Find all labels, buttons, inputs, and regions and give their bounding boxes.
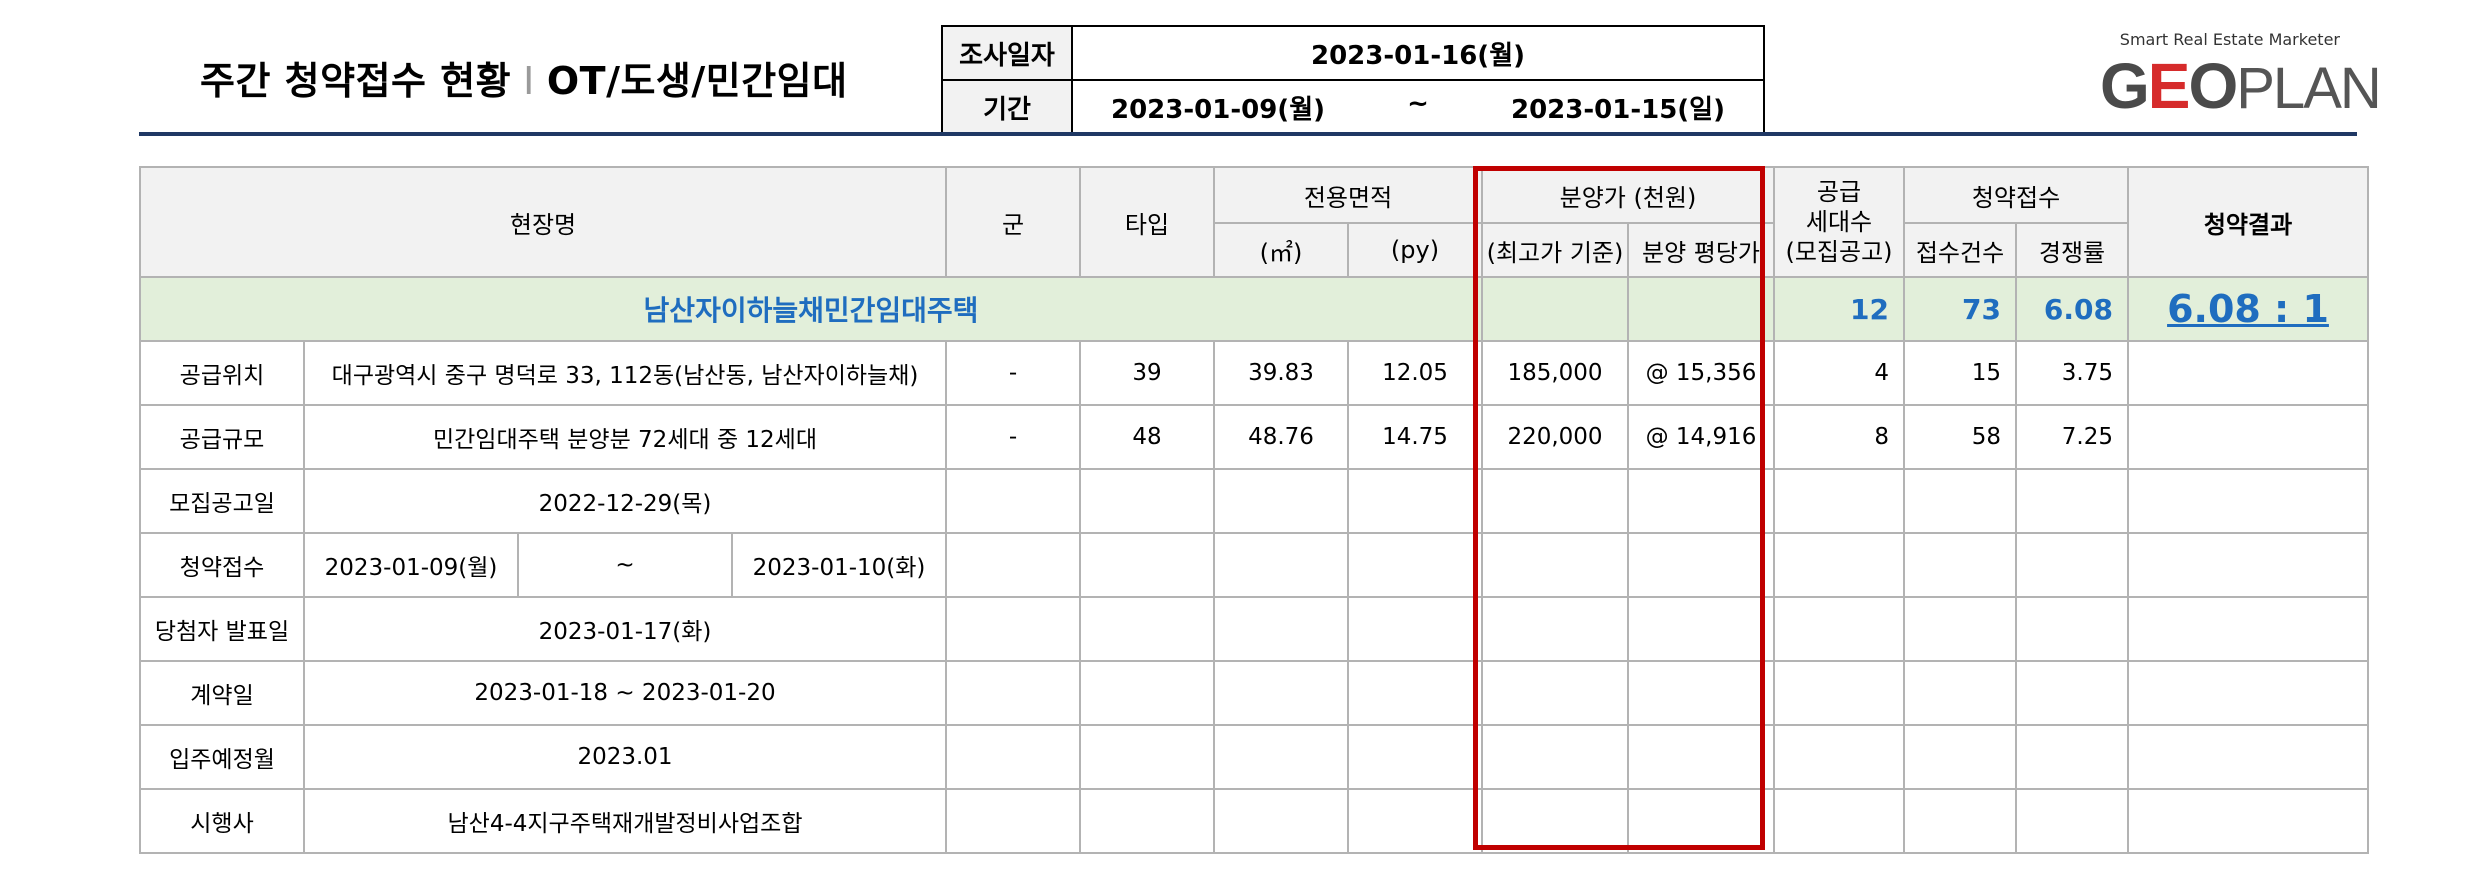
title-separator: I — [523, 59, 535, 103]
title-divider — [139, 132, 2357, 136]
unit-group: - — [945, 404, 1081, 470]
row-label: 공급위치 — [139, 340, 305, 406]
unit-competition: 3.75 — [2015, 340, 2129, 406]
row-label: 입주예정월 — [139, 724, 305, 790]
col-price-max: (최고가 기준) — [1481, 222, 1629, 278]
result-ratio: 6.08 : 1 — [2127, 276, 2369, 342]
table-row: 시행사 남산4-4지구주택재개발정비사업조합 — [139, 788, 2369, 854]
page-title: 주간 청약접수 현황 I OT/도생/민간임대 — [200, 50, 848, 105]
total-competition: 6.08 — [2015, 276, 2129, 342]
period-start: 2023-01-09(월) — [1111, 94, 1325, 125]
period-tilde: ~ — [1407, 88, 1429, 119]
header-row-1: 현장명 군 타입 전용면적 분양가 (천원) 공급 세대수 (모집공고) 청약접… — [139, 166, 2369, 278]
application-start: 2023-01-09(월) — [303, 532, 519, 598]
project-name-row: 남산자이하늘채민간임대주택 12 73 6.08 6.08 : 1 — [139, 276, 2369, 342]
table-row: 공급규모 민간임대주택 분양분 72세대 중 12세대 - 48 48.76 1… — [139, 404, 2369, 470]
title-main: 주간 청약접수 현황 — [200, 59, 512, 103]
col-area: 전용면적 — [1213, 166, 1483, 224]
table-row: 공급위치 대구광역시 중구 명덕로 33, 112동(남산동, 남산자이하늘채)… — [139, 340, 2369, 406]
table-row: 모집공고일 2022-12-29(목) — [139, 468, 2369, 534]
unit-pyeong-price: @ 15,356 — [1627, 340, 1775, 406]
row-label: 시행사 — [139, 788, 305, 854]
col-type: 타입 — [1079, 166, 1215, 278]
survey-date-value: 2023-01-16(월) — [1071, 25, 1765, 81]
survey-date-label: 조사일자 — [941, 25, 1073, 81]
period-value: 2023-01-09(월) ~ 2023-01-15(일) — [1071, 79, 1765, 135]
contract-date: 2023-01-18 ~ 2023-01-20 — [303, 660, 947, 726]
unit-applications: 15 — [1903, 340, 2017, 406]
unit-applications: 58 — [1903, 404, 2017, 470]
supply-location: 대구광역시 중구 명덕로 33, 112동(남산동, 남산자이하늘채) — [303, 340, 947, 406]
total-applications: 73 — [1903, 276, 2017, 342]
unit-area-m2: 48.76 — [1213, 404, 1349, 470]
unit-supply: 8 — [1773, 404, 1905, 470]
brand-wordmark: GEOPLAN — [2100, 50, 2382, 122]
row-label: 청약접수 — [139, 532, 305, 598]
col-area-py: (py) — [1347, 222, 1483, 278]
col-app-count: 접수건수 — [1903, 222, 2017, 278]
col-price: 분양가 (천원) — [1481, 166, 1775, 224]
total-supply: 12 — [1773, 276, 1905, 342]
period-end: 2023-01-15(일) — [1510, 94, 1725, 125]
unit-supply: 4 — [1773, 340, 1905, 406]
row-label: 당첨자 발표일 — [139, 596, 305, 662]
geoplan-logo: Smart Real Estate Marketer GEOPLAN — [2100, 30, 2382, 122]
period-label: 기간 — [941, 79, 1073, 135]
unit-area-m2: 39.83 — [1213, 340, 1349, 406]
unit-price: 185,000 — [1481, 340, 1629, 406]
col-competition: 경쟁률 — [2015, 222, 2129, 278]
winner-date: 2023-01-17(화) — [303, 596, 947, 662]
application-tilde: ~ — [517, 532, 733, 598]
unit-price: 220,000 — [1481, 404, 1629, 470]
unit-type: 48 — [1079, 404, 1215, 470]
unit-group: - — [945, 340, 1081, 406]
table-row: 입주예정월 2023.01 — [139, 724, 2369, 790]
unit-area-py: 12.05 — [1347, 340, 1483, 406]
unit-pyeong-price: @ 14,916 — [1627, 404, 1775, 470]
col-group: 군 — [945, 166, 1081, 278]
announcement-date: 2022-12-29(목) — [303, 468, 947, 534]
table-row: 청약접수 2023-01-09(월) ~ 2023-01-10(화) — [139, 532, 2369, 598]
move-in-month: 2023.01 — [303, 724, 947, 790]
survey-info-table: 조사일자 2023-01-16(월) 기간 2023-01-09(월) ~ 20… — [941, 25, 1765, 135]
project-name: 남산자이하늘채민간임대주택 — [139, 276, 1483, 342]
table-row: 계약일 2023-01-18 ~ 2023-01-20 — [139, 660, 2369, 726]
table-row: 당첨자 발표일 2023-01-17(화) — [139, 596, 2369, 662]
application-end: 2023-01-10(화) — [731, 532, 947, 598]
unit-area-py: 14.75 — [1347, 404, 1483, 470]
col-area-m2: (㎡) — [1213, 222, 1349, 278]
subscription-table: 현장명 군 타입 전용면적 분양가 (천원) 공급 세대수 (모집공고) 청약접… — [139, 166, 2369, 854]
col-applications: 청약접수 — [1903, 166, 2129, 224]
row-label: 모집공고일 — [139, 468, 305, 534]
col-price-pyeong: 분양 평당가 — [1627, 222, 1775, 278]
header-row-2: (㎡) (py) (최고가 기준) 분양 평당가 접수건수 경쟁률 — [140, 222, 2368, 278]
col-supply: 공급 세대수 (모집공고) — [1773, 166, 1905, 278]
supply-scale: 민간임대주택 분양분 72세대 중 12세대 — [303, 404, 947, 470]
row-label: 공급규모 — [139, 404, 305, 470]
brand-tagline: Smart Real Estate Marketer — [2119, 30, 2340, 49]
unit-competition: 7.25 — [2015, 404, 2129, 470]
unit-type: 39 — [1079, 340, 1215, 406]
row-label: 계약일 — [139, 660, 305, 726]
col-site-name: 현장명 — [139, 166, 947, 278]
title-sub: OT/도생/민간임대 — [546, 59, 848, 103]
developer: 남산4-4지구주택재개발정비사업조합 — [303, 788, 947, 854]
col-result: 청약결과 — [2127, 166, 2369, 278]
